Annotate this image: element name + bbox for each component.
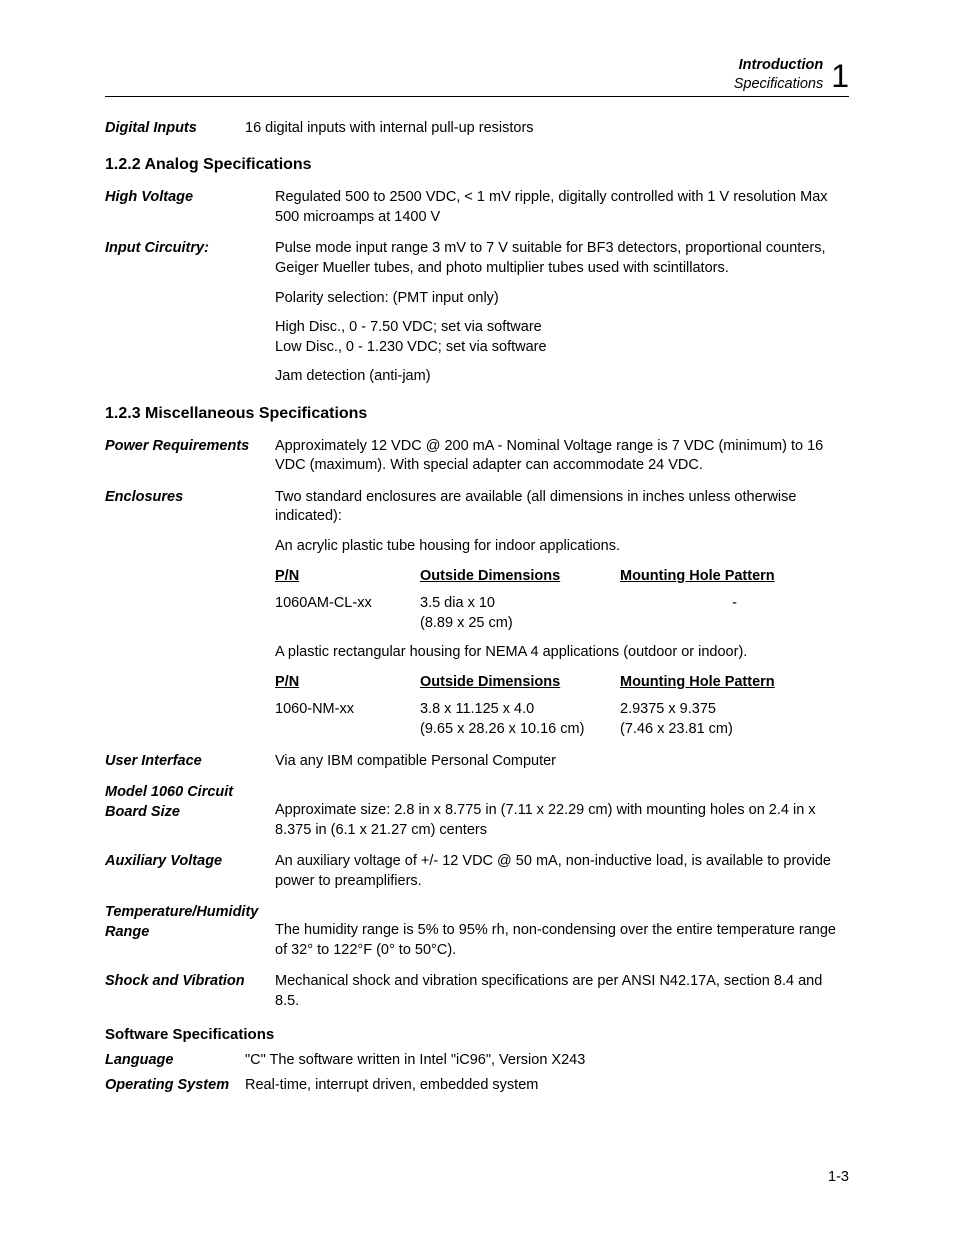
label-shock: Shock and Vibration [105,972,275,1011]
ic-p4: Jam detection (anti-jam) [275,367,849,387]
spec-digital-inputs: Digital Inputs 16 digital inputs with in… [105,119,849,139]
value-temp: The humidity range is 5% to 95% rh, non-… [275,903,849,960]
value-digital-inputs: 16 digital inputs with internal pull-up … [245,119,849,139]
enc1-col-dims: Outside Dimensions 3.5 dia x 10 (8.89 x … [420,567,620,634]
heading-analog-specs: 1.2.2 Analog Specifications [105,156,849,174]
enc1-pn: 1060AM-CL-xx [275,594,420,614]
enc2-pattern-a: 2.9375 x 9.375 [620,700,849,720]
enc2-dims-b: (9.65 x 28.26 x 10.16 cm) [420,720,620,740]
spec-enclosures: Enclosures Two standard enclosures are a… [105,488,849,740]
heading-software-specs: Software Specifications [105,1026,849,1043]
value-ui: Via any IBM compatible Personal Computer [275,752,849,772]
label-input-circuitry: Input Circuitry: [105,239,275,386]
hv-line1: Regulated 500 to 2500 VDC, < 1 mV ripple… [275,188,849,208]
heading-misc-specs: 1.2.3 Miscellaneous Specifications [105,405,849,423]
enc2-col-pattern: Mounting Hole Pattern 2.9375 x 9.375 (7.… [620,673,849,740]
spec-aux: Auxiliary Voltage An auxiliary voltage o… [105,852,849,891]
label-aux: Auxiliary Voltage [105,852,275,891]
value-os: Real-time, interrupt driven, embedded sy… [245,1076,849,1096]
page-header: Introduction Specifications 1 [105,56,849,97]
page-container: Introduction Specifications 1 Digital In… [0,0,954,1235]
enc1-dims-b: (8.89 x 25 cm) [420,614,620,634]
value-power: Approximately 12 VDC @ 200 mA - Nominal … [275,437,849,476]
ic-p3: High Disc., 0 - 7.50 VDC; set via softwa… [275,318,849,357]
spec-high-voltage: High Voltage Regulated 500 to 2500 VDC, … [105,188,849,227]
value-board: Approximate size: 2.8 in x 8.775 in (7.1… [275,783,849,840]
label-os: Operating System [105,1076,245,1096]
ic-p3b: Low Disc., 0 - 1.230 VDC; set via softwa… [275,338,849,358]
value-high-voltage: Regulated 500 to 2500 VDC, < 1 mV ripple… [275,188,849,227]
enc-head-dims: Outside Dimensions [420,567,620,587]
enclosure-table-1: P/N 1060AM-CL-xx Outside Dimensions 3.5 … [275,567,849,634]
label-temp: Temperature/Humidity Range [105,903,275,960]
enc1-dims-a: 3.5 dia x 10 [420,594,620,614]
label-digital-inputs: Digital Inputs [105,119,245,139]
label-language: Language [105,1051,245,1071]
header-subtitle: Specifications [734,75,823,94]
enc-head-pn: P/N [275,567,420,587]
value-language: "C" The software written in Intel "iC96"… [245,1051,849,1071]
hv-line2: 500 microamps at 1400 V [275,208,849,228]
enc2-pattern-b: (7.46 x 23.81 cm) [620,720,849,740]
chapter-number: 1 [831,60,849,94]
enc-head-pattern: Mounting Hole Pattern [620,567,849,587]
value-shock: Mechanical shock and vibration specifica… [275,972,849,1011]
enc-acrylic-note: An acrylic plastic tube housing for indo… [275,537,849,557]
enc-head-pattern-2: Mounting Hole Pattern [620,673,849,693]
spec-input-circuitry: Input Circuitry: Pulse mode input range … [105,239,849,386]
enc1-col-pn: P/N 1060AM-CL-xx [275,567,420,634]
value-aux: An auxiliary voltage of +/- 12 VDC @ 50 … [275,852,849,891]
header-titles: Introduction Specifications [734,56,823,94]
ic-p2: Polarity selection: (PMT input only) [275,289,849,309]
ic-p1: Pulse mode input range 3 mV to 7 V suita… [275,239,849,278]
header-title: Introduction [734,56,823,75]
spec-temp: Temperature/Humidity Range The humidity … [105,903,849,960]
spec-language: Language "C" The software written in Int… [105,1051,849,1071]
enc2-dims-a: 3.8 x 11.125 x 4.0 [420,700,620,720]
spec-ui: User Interface Via any IBM compatible Pe… [105,752,849,772]
enc1-pattern: - [620,594,849,614]
label-ui: User Interface [105,752,275,772]
value-enclosures: Two standard enclosures are available (a… [275,488,849,740]
enc2-col-dims: Outside Dimensions 3.8 x 11.125 x 4.0 (9… [420,673,620,740]
label-high-voltage: High Voltage [105,188,275,227]
enc-head-dims-2: Outside Dimensions [420,673,620,693]
enc-nema-note: A plastic rectangular housing for NEMA 4… [275,643,849,663]
ic-p3a: High Disc., 0 - 7.50 VDC; set via softwa… [275,318,849,338]
enc2-col-pn: P/N 1060-NM-xx [275,673,420,740]
enc1-col-pattern: Mounting Hole Pattern - [620,567,849,634]
spec-shock: Shock and Vibration Mechanical shock and… [105,972,849,1011]
label-power: Power Requirements [105,437,275,476]
page-number: 1-3 [828,1169,849,1185]
spec-board: Model 1060 Circuit Board Size Approximat… [105,783,849,840]
spec-os: Operating System Real-time, interrupt dr… [105,1076,849,1096]
label-enclosures: Enclosures [105,488,275,740]
enc-head-pn-2: P/N [275,673,420,693]
spec-power: Power Requirements Approximately 12 VDC … [105,437,849,476]
value-input-circuitry: Pulse mode input range 3 mV to 7 V suita… [275,239,849,386]
enc-intro: Two standard enclosures are available (a… [275,488,849,527]
enc2-pn: 1060-NM-xx [275,700,420,720]
enclosure-table-2: P/N 1060-NM-xx Outside Dimensions 3.8 x … [275,673,849,740]
label-board: Model 1060 Circuit Board Size [105,783,275,840]
